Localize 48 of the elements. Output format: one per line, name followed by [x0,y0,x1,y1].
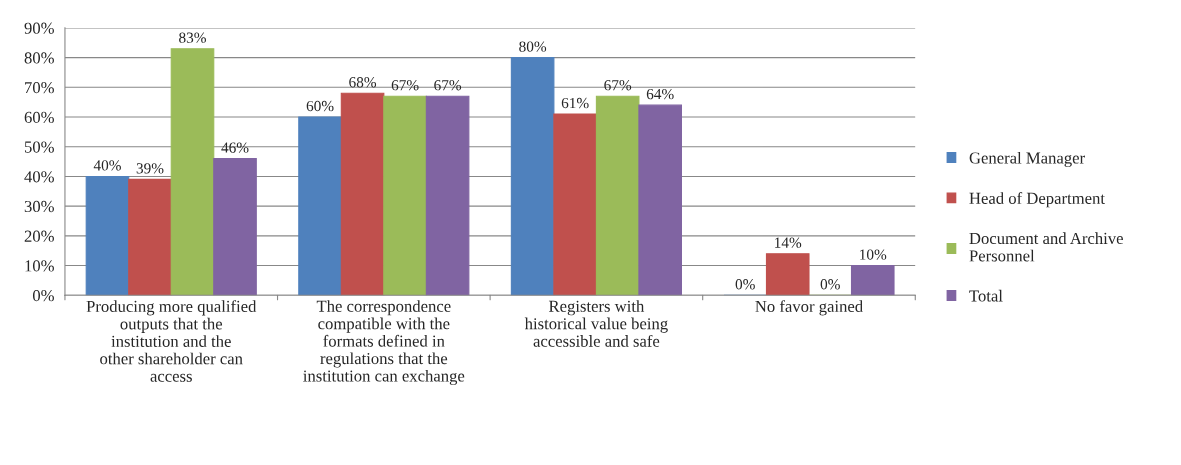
data-label: 68% [349,77,377,88]
bar [383,95,427,296]
y-tick-label: 20% [24,230,54,242]
bar [298,116,342,296]
legend-label: Head of Department [969,192,1105,208]
data-label: 80% [519,41,547,52]
x-tick-label: No favor gained [755,300,863,316]
bar [85,175,130,296]
bar [595,95,640,296]
bar [213,158,257,296]
bar [425,95,470,296]
legend-label: Total [969,289,1003,302]
x-tick-label: The correspondence compatible with the formats defined in regulations that the institution can exchange [303,300,465,386]
data-label: 40% [93,160,121,171]
y-tick-label: 30% [24,200,54,213]
data-label: 46% [221,142,249,153]
bar [765,253,810,296]
bar [510,57,555,296]
y-tick-label: 80% [24,52,54,64]
legend-label: Document and Archive Personnel [969,232,1123,262]
data-label: 39% [136,163,164,174]
data-label: 83% [179,32,206,43]
y-tick-label: 70% [25,82,54,94]
data-label: 61% [561,97,589,109]
y-tick-label: 60% [24,111,54,124]
data-label: 10% [860,249,887,260]
y-tick-label: 10% [25,260,54,272]
data-label: 14% [775,237,802,248]
x-tick-label: Producing more qualified outputs that the institution and the other shareholder can access [86,300,257,382]
data-label: 67% [434,80,462,91]
bar [170,48,215,296]
bar [638,104,682,296]
x-tick-label: Registers with historical value being accessible and safe [524,300,668,347]
y-tick-label: 90% [24,22,54,34]
data-label: 67% [604,80,632,91]
y-tick-label: 50% [24,141,54,153]
bar [850,265,895,296]
y-tick-label: 0% [32,289,54,302]
data-label: 67% [391,80,419,91]
bar [553,113,597,296]
data-label: 0% [820,279,840,290]
data-label: 64% [646,88,674,100]
data-label: 0% [735,279,755,290]
legend-label: General Manager [969,151,1085,168]
bar [128,178,172,296]
y-tick-label: 40% [24,171,54,183]
data-label: 60% [306,100,334,112]
bar [340,92,385,296]
